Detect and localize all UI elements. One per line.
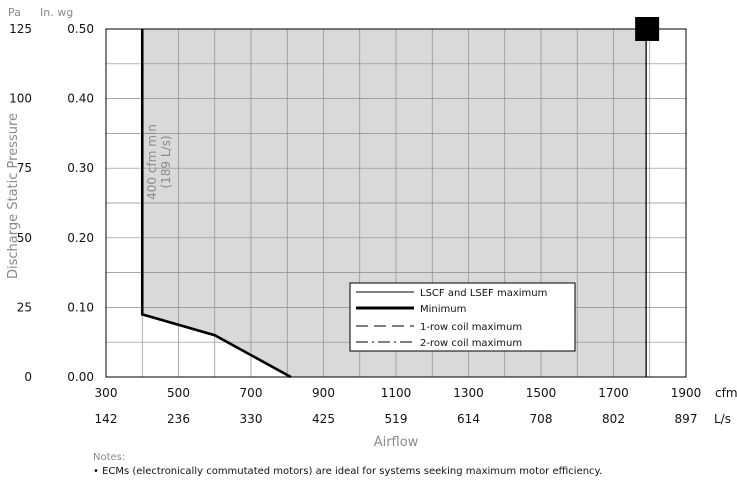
notes-heading: Notes: — [93, 452, 125, 463]
x-tick-label-ls: 330 — [240, 412, 263, 426]
notes-item: • ECMs (electronically commutated motors… — [93, 466, 602, 477]
y-tick-label-pa: 75 — [17, 161, 32, 175]
y-tick-label-inwg: 0.40 — [67, 92, 94, 106]
legend-label-lscf-max: LSCF and LSEF maximum — [420, 288, 547, 299]
y-tick-label-inwg: 0.20 — [67, 231, 94, 245]
x-tick-label-cfm: 900 — [312, 386, 335, 400]
legend-label-minimum: Minimum — [420, 304, 466, 315]
x-tick-label-cfm: 1100 — [381, 386, 412, 400]
x-tick-label-ls: 236 — [167, 412, 190, 426]
x-tick-label-ls: 802 — [602, 412, 625, 426]
x-tick-label-ls: 142 — [95, 412, 118, 426]
legend-label-2row: 2-row coil maximum — [420, 338, 522, 349]
x-tick-label-cfm: 300 — [95, 386, 118, 400]
plot-frame — [105, 28, 687, 378]
x-tick-label-cfm: 500 — [167, 386, 190, 400]
x-tick-label-ls: 708 — [530, 412, 553, 426]
legend-box — [349, 282, 576, 352]
y-unit-pa-label: Pa — [8, 6, 21, 19]
x-tick-label-cfm: 700 — [240, 386, 263, 400]
y-tick-label-inwg: 0.50 — [67, 22, 94, 36]
min-airflow-annotation: 400 cfm min (189 L/s) — [145, 124, 173, 200]
y-tick-label-inwg: 0.10 — [67, 300, 94, 314]
series-line-1 — [140, 29, 292, 379]
x-tick-label-cfm: 1900 — [671, 386, 702, 400]
x-tick-label-cfm: 1700 — [598, 386, 629, 400]
y-tick-label-inwg: 0.00 — [67, 370, 94, 384]
x-unit-cfm-label: cfm — [715, 386, 737, 400]
x-tick-label-ls: 614 — [457, 412, 480, 426]
y-tick-label-pa: 0 — [24, 370, 32, 384]
y-tick-label-pa: 125 — [9, 22, 32, 36]
x-unit-ls-label: L/s — [714, 412, 731, 426]
y-tick-label-pa: 100 — [9, 92, 32, 106]
y-axis-title: Discharge Static Pressure — [6, 113, 21, 279]
legend: LSCF and LSEF maximum Minimum 1-row coil… — [349, 282, 576, 352]
svg-text:400 cfm min: 400 cfm min — [145, 124, 159, 200]
x-tick-label-ls: 519 — [385, 412, 408, 426]
y-unit-inwg-label: In. wg — [40, 6, 73, 19]
x-tick-label-cfm: 1500 — [526, 386, 557, 400]
y-tick-label-pa: 25 — [17, 300, 32, 314]
x-axis-title: Airflow — [374, 435, 419, 450]
y-tick-label-pa: 50 — [17, 231, 32, 245]
x-tick-label-ls: 897 — [675, 412, 698, 426]
legend-label-1row: 1-row coil maximum — [420, 322, 522, 333]
svg-text:(189 L/s): (189 L/s) — [159, 135, 173, 188]
x-tick-label-cfm: 1300 — [453, 386, 484, 400]
x-tick-label-ls: 425 — [312, 412, 335, 426]
y-tick-label-inwg: 0.30 — [67, 161, 94, 175]
